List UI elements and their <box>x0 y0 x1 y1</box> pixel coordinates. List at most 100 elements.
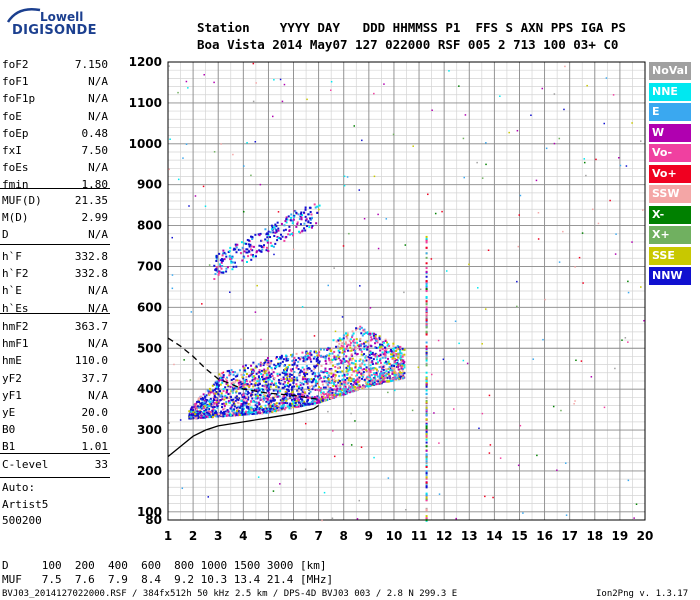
echo-point <box>309 358 312 361</box>
echo-point <box>287 357 290 360</box>
echo-point <box>316 401 319 404</box>
echo-point <box>338 342 341 345</box>
echo-point <box>262 393 265 396</box>
echo-point <box>219 414 222 417</box>
echo-point <box>342 392 345 395</box>
echo-point <box>203 416 206 419</box>
echo-point <box>425 316 428 319</box>
echo-point <box>358 369 361 372</box>
echo-point <box>425 441 428 444</box>
echo-point <box>350 382 353 385</box>
echo-point <box>395 353 398 356</box>
echo-point <box>349 338 352 341</box>
echo-point <box>328 359 331 362</box>
echo-point <box>360 371 363 374</box>
echo-point <box>309 402 312 405</box>
param-value: 7.50 <box>81 144 109 157</box>
echo-point <box>241 376 244 379</box>
noise-point <box>499 457 502 459</box>
echo-point <box>275 357 278 360</box>
echo-point <box>339 386 342 389</box>
echo-point <box>237 398 240 401</box>
echo-point <box>218 271 221 274</box>
echo-point <box>191 406 194 409</box>
echo-point <box>346 383 349 386</box>
noise-point <box>574 266 576 268</box>
echo-point <box>217 384 220 387</box>
echo-point <box>403 353 406 356</box>
echo-point <box>425 282 428 285</box>
echo-point <box>375 338 378 341</box>
echo-point <box>197 400 200 403</box>
echo-point <box>425 406 428 409</box>
echo-point <box>203 415 206 418</box>
y-tick-label: 1000 <box>129 137 162 151</box>
echo-point <box>278 381 281 384</box>
echo-point <box>425 237 428 240</box>
noise-point <box>229 291 231 293</box>
echo-point <box>377 346 380 349</box>
noise-point <box>452 408 455 410</box>
echo-point <box>273 410 276 413</box>
echo-point <box>289 233 292 236</box>
echo-point <box>202 405 205 408</box>
echo-point <box>365 370 368 373</box>
echo-point <box>273 377 276 380</box>
param-value: 7.150 <box>74 58 108 71</box>
echo-point <box>281 371 284 374</box>
echo-point <box>329 347 332 350</box>
echo-point <box>308 353 311 356</box>
echo-point <box>300 400 303 403</box>
echo-point <box>342 337 345 340</box>
echo-point <box>281 235 284 238</box>
echo-point <box>382 368 385 371</box>
echo-point <box>343 350 346 353</box>
echo-point <box>314 366 317 369</box>
param-row: h`F 332.8 <box>2 250 108 264</box>
echo-point <box>363 328 366 331</box>
echo-point <box>319 387 322 390</box>
echo-point <box>252 384 255 387</box>
echo-point <box>386 380 389 383</box>
echo-point <box>306 400 309 403</box>
echo-point <box>291 385 294 388</box>
echo-point <box>240 406 243 409</box>
echo-point <box>226 409 229 412</box>
echo-point <box>373 366 376 369</box>
echo-point <box>291 402 294 405</box>
echo-point <box>313 365 316 368</box>
echo-point <box>376 341 379 344</box>
echo-point <box>378 366 381 369</box>
echo-point <box>314 375 317 378</box>
echo-point <box>231 371 234 374</box>
echo-point <box>226 384 229 387</box>
echo-point <box>319 377 322 380</box>
echo-point <box>390 350 393 353</box>
echo-point <box>311 402 314 405</box>
noise-point <box>537 238 540 240</box>
noise-point <box>213 81 215 84</box>
echo-point <box>226 389 229 392</box>
echo-point <box>320 388 323 391</box>
echo-point <box>283 364 286 367</box>
echo-point <box>345 392 348 395</box>
echo-point <box>365 377 368 380</box>
echo-point <box>244 370 247 373</box>
echo-point <box>215 401 218 404</box>
echo-point <box>295 406 298 409</box>
echo-point <box>325 376 328 379</box>
echo-point <box>249 411 252 414</box>
noise-point <box>583 158 586 160</box>
noise-point <box>565 462 567 464</box>
echo-point <box>331 352 334 355</box>
echo-point <box>337 393 340 396</box>
echo-point <box>274 242 277 245</box>
echo-point <box>232 414 235 417</box>
echo-point <box>229 257 232 260</box>
echo-point <box>393 371 396 374</box>
noise-point <box>254 311 257 313</box>
echo-point <box>356 370 359 373</box>
echo-point <box>373 337 376 340</box>
x-tick-label: 9 <box>365 529 373 543</box>
echo-point <box>401 373 404 376</box>
